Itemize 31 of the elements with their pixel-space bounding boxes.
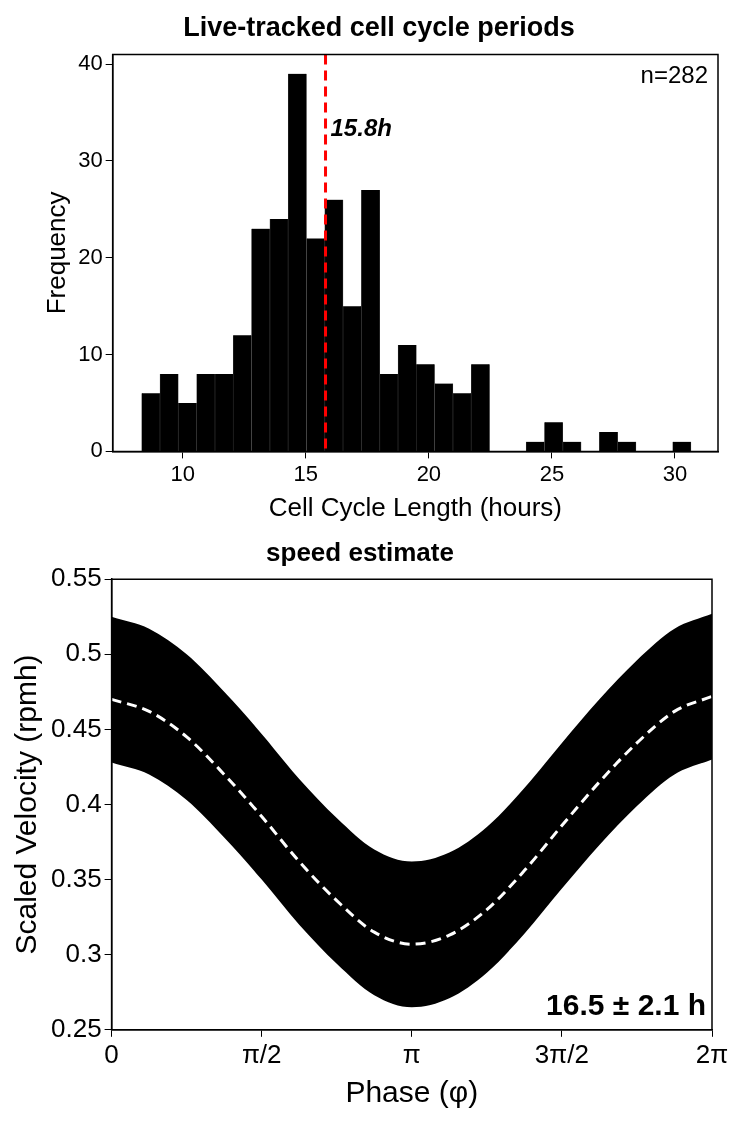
y-tick-label: 20 (78, 243, 103, 269)
annotation: n=282 (640, 61, 708, 89)
x-tick-label: π (402, 1038, 421, 1069)
y-axis-title: Frequency (40, 191, 71, 315)
y-tick-label: 0 (90, 437, 103, 463)
x-tick-label: 25 (539, 460, 565, 486)
x-axis-title: Phase (φ) (345, 1075, 479, 1109)
y-tick-label: 0.5 (65, 637, 102, 668)
y-tick-label: 0.45 (50, 712, 102, 743)
y-tick-label: 30 (78, 146, 103, 172)
x-tick-label: 15 (293, 460, 319, 486)
x-tick-label: 2π (695, 1038, 729, 1069)
x-tick-label: 3π/2 (534, 1038, 589, 1069)
x-axis-title: Cell Cycle Length (hours) (268, 491, 563, 522)
y-tick-label: 0.55 (50, 562, 102, 593)
x-tick-label: 20 (416, 460, 442, 486)
ref-line-label: 15.8h (330, 114, 392, 142)
y-axis-title: Scaled Velocity (rpmh) (9, 654, 43, 955)
x-tick-label: π/2 (241, 1038, 282, 1069)
x-tick-label: 10 (170, 460, 196, 486)
x-tick-label: 30 (662, 460, 688, 486)
chart-title: Live-tracked cell cycle periods (183, 11, 575, 42)
line-series (111, 694, 712, 946)
chart-title: speed estimate (266, 536, 454, 567)
y-tick-label: 0.3 (65, 937, 102, 968)
y-tick-label: 40 (78, 50, 103, 76)
y-tick-label: 0.4 (65, 787, 102, 818)
y-tick-label: 10 (78, 340, 103, 366)
annotation: 16.5 ± 2.1 h (546, 988, 706, 1022)
y-tick-label: 0.25 (50, 1012, 102, 1043)
y-tick-label: 0.35 (50, 862, 102, 893)
